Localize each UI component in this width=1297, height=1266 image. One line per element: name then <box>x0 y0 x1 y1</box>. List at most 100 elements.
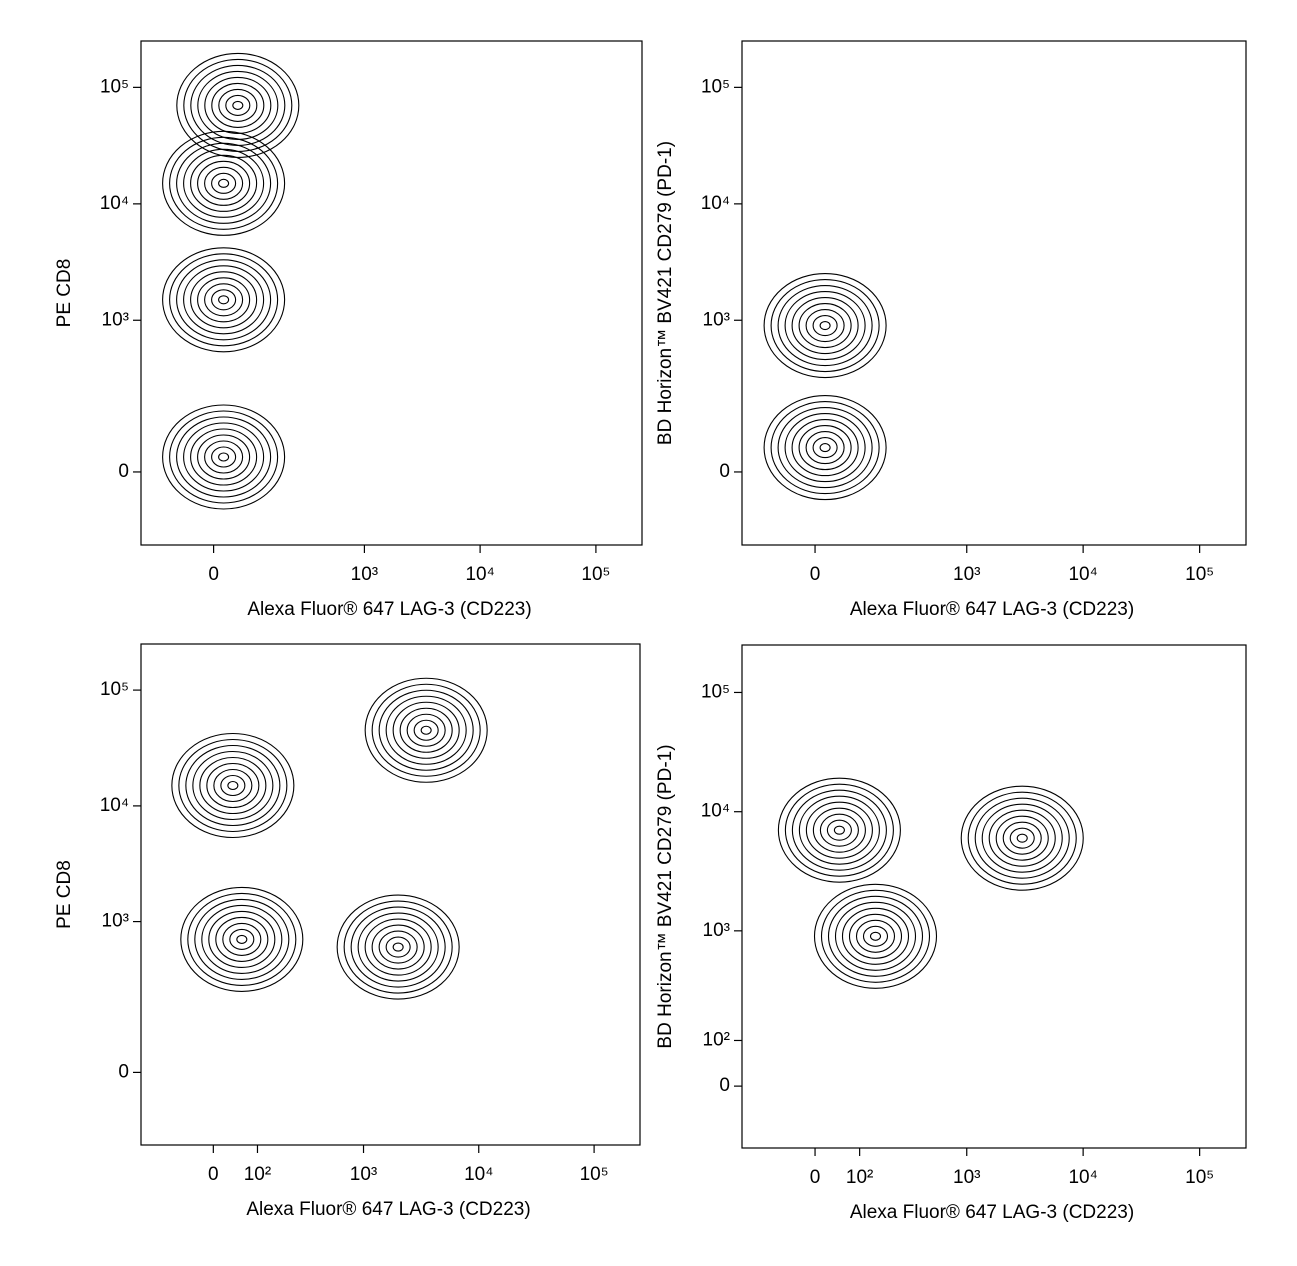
y-axis-label: BD Horizon™ BV421 CD279 (PD-1) <box>655 744 676 1048</box>
contour-ring <box>784 413 866 483</box>
contours <box>777 777 1084 989</box>
x-tick-label: 0 <box>208 564 219 585</box>
contour-ring <box>770 279 880 373</box>
contour-ring <box>819 813 859 847</box>
contour-ring <box>385 695 467 765</box>
contour-ring <box>197 434 251 480</box>
contour-ring <box>183 265 265 335</box>
x-tick-label: 10⁴ <box>1068 564 1097 585</box>
contour-ring <box>763 395 887 501</box>
contour-ring <box>225 94 251 116</box>
contour-ring <box>194 898 290 980</box>
contour-ring <box>222 922 262 956</box>
contour-ring <box>180 886 304 992</box>
contour-ring <box>204 283 244 317</box>
contour-ring <box>232 100 244 110</box>
contour-ring <box>229 928 255 950</box>
contour-ring <box>791 789 887 871</box>
contour-ring <box>995 815 1049 861</box>
contour-ring <box>819 443 831 453</box>
contour-ring <box>350 906 446 988</box>
contour-ring <box>218 88 258 122</box>
contour-ring <box>218 178 230 188</box>
x-tick-label: 0 <box>208 1164 219 1185</box>
x-tick-label: 10² <box>846 1167 873 1188</box>
contour-ring <box>988 809 1056 867</box>
contour-ring <box>862 925 889 947</box>
y-axis-label: BD Horizon™ BV421 CD279 (PD-1) <box>655 141 676 445</box>
x-tick-label: 10⁵ <box>1185 1167 1214 1188</box>
x-tick-label: 0 <box>810 1167 821 1188</box>
contour-ring <box>1002 821 1042 855</box>
contour-ring <box>211 446 237 468</box>
contour-ring <box>812 315 838 337</box>
contour-ring <box>211 289 237 311</box>
contour-ring <box>777 285 873 367</box>
contour-ring <box>820 889 931 983</box>
x-tick-label: 10³ <box>351 564 378 585</box>
panel: 0 10³ 10⁴ 10⁵ 0 10³ 10⁴ 10⁵ Alexa Fluor® 647 LAG… <box>54 40 643 620</box>
contour-ring <box>392 942 404 952</box>
contour-ring <box>204 166 244 200</box>
contour-ring <box>178 738 288 833</box>
x-axis-label: Alexa Fluor® 647 LAG-3 (CD223) <box>246 1199 530 1220</box>
y-tick-label: 10⁵ <box>701 76 730 97</box>
contour-ring <box>784 291 866 361</box>
contour-ring <box>208 910 276 968</box>
contour-ring <box>176 142 272 224</box>
contour-ring <box>190 428 258 486</box>
contour-ring <box>357 912 439 982</box>
contour-ring <box>215 916 269 962</box>
y-tick-label: 10³ <box>102 309 129 330</box>
contour-ring <box>371 924 425 970</box>
contour-ring <box>199 756 267 815</box>
contour-ring <box>183 422 265 492</box>
contour-ring <box>162 404 286 510</box>
contour-ring <box>343 900 453 994</box>
contour-ring <box>171 732 295 839</box>
contour-ring <box>784 783 894 877</box>
x-tick-label: 10⁴ <box>1068 1167 1097 1188</box>
contour-ring <box>805 431 845 465</box>
x-tick-label: 10⁵ <box>1185 564 1214 585</box>
contour-ring <box>371 683 481 777</box>
contours <box>763 273 887 501</box>
contour-ring <box>204 76 272 134</box>
y-tick-label: 10⁴ <box>701 801 730 822</box>
contour-ring <box>192 750 274 821</box>
contour-ring <box>960 785 1084 891</box>
contour-ring <box>211 82 265 128</box>
contour-ring <box>855 919 896 953</box>
contour-ring <box>826 819 852 841</box>
contour-ring <box>399 707 453 753</box>
y-tick-label: 10³ <box>703 309 730 330</box>
contour-ring <box>777 777 901 883</box>
contour-ring <box>218 295 230 305</box>
contour-ring <box>827 895 924 977</box>
x-tick-label: 10⁵ <box>580 1164 609 1185</box>
contour-ring <box>805 801 873 859</box>
contour-ring <box>385 936 411 958</box>
x-tick-label: 10² <box>244 1164 271 1185</box>
x-tick-label: 10⁴ <box>464 1164 493 1185</box>
contour-ring <box>197 70 279 140</box>
panel: 0 10² 10³ 10⁴ 10⁵ 0 10³ 10⁴ 10⁵ Alexa Fluor® 647 … <box>54 643 641 1220</box>
contour-ring <box>197 160 251 206</box>
plot-frame <box>741 40 1247 546</box>
contour-ring <box>967 791 1077 885</box>
contour-ring <box>336 894 460 1000</box>
contour-ring <box>187 892 297 986</box>
y-tick-label: 0 <box>719 1075 730 1096</box>
panel: 0 10² 10³ 10⁴ 10⁵ 0 10² 10³ 10⁴ 10⁵ Alexa Fluor® 6… <box>655 644 1247 1223</box>
y-tick-label: 10⁵ <box>701 681 730 702</box>
contour-ring <box>812 437 838 459</box>
contour-ring <box>364 677 488 783</box>
x-axis-label: Alexa Fluor® 647 LAG-3 (CD223) <box>850 1202 1134 1223</box>
contour-ring <box>204 440 244 474</box>
contours <box>171 677 488 1000</box>
x-axis-label: Alexa Fluor® 647 LAG-3 (CD223) <box>247 599 531 620</box>
plot-frame <box>140 643 641 1146</box>
contour-ring <box>841 907 910 965</box>
contour-ring <box>378 689 474 771</box>
contour-ring <box>812 807 866 853</box>
